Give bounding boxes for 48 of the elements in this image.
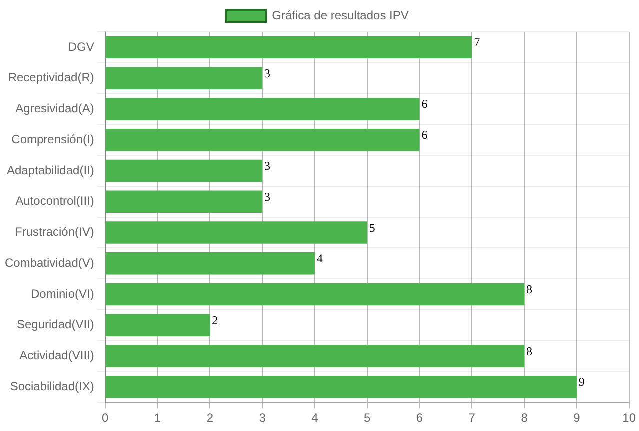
- y-tick-label: Frustración(IV): [15, 225, 94, 240]
- x-tick-label: 9: [574, 411, 581, 426]
- y-tick-label: Combatividad(V): [4, 256, 94, 270]
- x-tick-label: 0: [102, 411, 110, 426]
- bar: [106, 128, 420, 152]
- y-tick-label: Agresividad(A): [16, 102, 94, 116]
- bar: [106, 67, 263, 90]
- bar: [106, 36, 472, 59]
- data-label: 6: [422, 97, 428, 112]
- data-label: 8: [526, 282, 533, 297]
- y-tick-label: Receptividad(R): [8, 70, 94, 85]
- y-tick-label: Sociabilidad(IX): [10, 379, 94, 394]
- bar: [106, 252, 315, 275]
- y-tick-label: Seguridad(VII): [16, 318, 94, 332]
- x-tick-label: 5: [364, 411, 372, 426]
- data-label: 3: [264, 159, 271, 174]
- data-label: 8: [526, 344, 533, 358]
- bar: [106, 160, 263, 182]
- data-label: 9: [578, 375, 585, 390]
- data-label: 4: [316, 252, 323, 266]
- bar: [106, 376, 577, 398]
- x-tick-label: 8: [521, 411, 528, 426]
- y-tick-label: Actividad(VIII): [20, 348, 94, 363]
- y-tick-label: DGV: [68, 40, 94, 54]
- bar: [106, 98, 420, 120]
- bar: [106, 190, 263, 213]
- x-tick-label: 10: [622, 411, 636, 426]
- x-tick-label: 3: [259, 411, 266, 426]
- legend-label: Gráfica de resultados IPV: [272, 8, 409, 22]
- data-label: 3: [264, 190, 271, 204]
- y-tick-label: Dominio(VI): [31, 286, 94, 301]
- y-tick-label: Comprensión(I): [12, 132, 94, 146]
- x-tick-label: 7: [468, 411, 476, 426]
- data-label: 3: [264, 66, 271, 80]
- data-label: 2: [212, 313, 218, 328]
- bar: [106, 283, 525, 306]
- y-tick-label: Adaptabilidad(II): [6, 163, 94, 178]
- data-label: 5: [369, 220, 376, 235]
- bar: [106, 314, 210, 337]
- data-label: 7: [474, 35, 480, 50]
- bar: [106, 345, 525, 368]
- bar: [106, 222, 368, 244]
- x-tick-label: 4: [312, 411, 319, 426]
- data-label: 6: [422, 128, 428, 142]
- x-tick-label: 2: [206, 411, 214, 426]
- y-tick-label: Autocontrol(III): [16, 194, 94, 208]
- x-tick-label: 6: [416, 411, 424, 426]
- x-tick-label: 1: [154, 411, 162, 426]
